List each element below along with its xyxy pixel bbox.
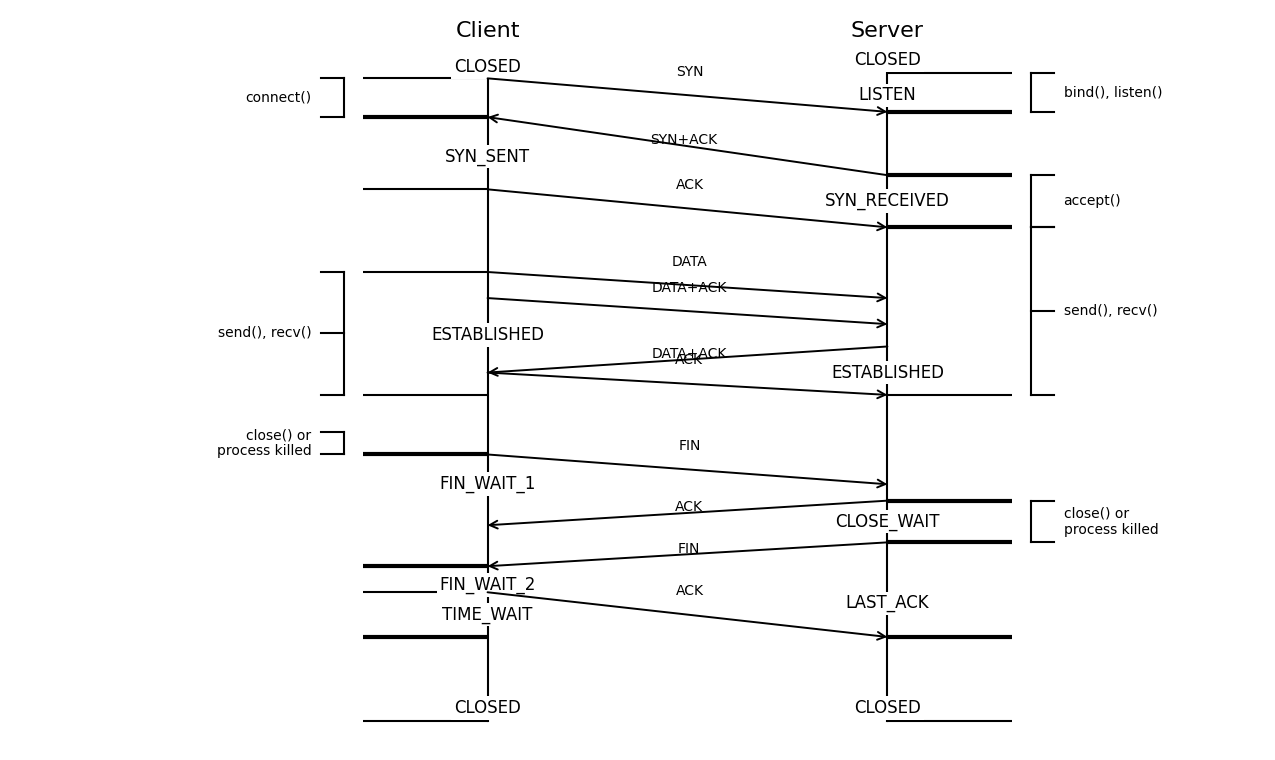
Text: ACK: ACK	[674, 353, 703, 367]
Text: connect(): connect()	[245, 90, 311, 105]
Text: SYN_SENT: SYN_SENT	[445, 147, 530, 166]
Text: SYN_RECEIVED: SYN_RECEIVED	[825, 192, 950, 211]
Text: DATA+ACK: DATA+ACK	[652, 280, 727, 295]
Text: CLOSED: CLOSED	[454, 59, 521, 76]
Text: CLOSED: CLOSED	[854, 51, 921, 68]
Text: FIN: FIN	[678, 542, 700, 556]
Text: ACK: ACK	[676, 178, 704, 192]
Text: DATA+ACK: DATA+ACK	[652, 347, 727, 361]
Text: LAST_ACK: LAST_ACK	[845, 594, 929, 613]
Text: CLOSED: CLOSED	[854, 698, 921, 717]
Text: ACK: ACK	[676, 584, 704, 598]
Text: send(), recv(): send(), recv()	[218, 327, 311, 340]
Text: FIN: FIN	[678, 439, 700, 453]
Text: ACK: ACK	[674, 500, 703, 515]
Text: TIME_WAIT: TIME_WAIT	[442, 606, 533, 624]
Text: Client: Client	[455, 21, 520, 42]
Text: send(), recv(): send(), recv()	[1063, 304, 1158, 318]
Text: ESTABLISHED: ESTABLISHED	[431, 326, 544, 344]
Text: SYN+ACK: SYN+ACK	[650, 133, 718, 147]
Text: FIN_WAIT_2: FIN_WAIT_2	[440, 576, 536, 594]
Text: LISTEN: LISTEN	[858, 87, 917, 104]
Text: CLOSE_WAIT: CLOSE_WAIT	[835, 512, 940, 530]
Text: close() or
process killed: close() or process killed	[1063, 506, 1158, 537]
Text: CLOSED: CLOSED	[454, 698, 521, 717]
Text: DATA: DATA	[671, 255, 706, 269]
Text: SYN: SYN	[676, 65, 704, 79]
Text: FIN_WAIT_1: FIN_WAIT_1	[440, 475, 536, 493]
Text: bind(), listen(): bind(), listen()	[1063, 86, 1162, 100]
Text: close() or
process killed: close() or process killed	[217, 428, 311, 458]
Text: accept(): accept()	[1063, 195, 1121, 208]
Text: Server: Server	[850, 21, 924, 42]
Text: ESTABLISHED: ESTABLISHED	[831, 363, 944, 382]
